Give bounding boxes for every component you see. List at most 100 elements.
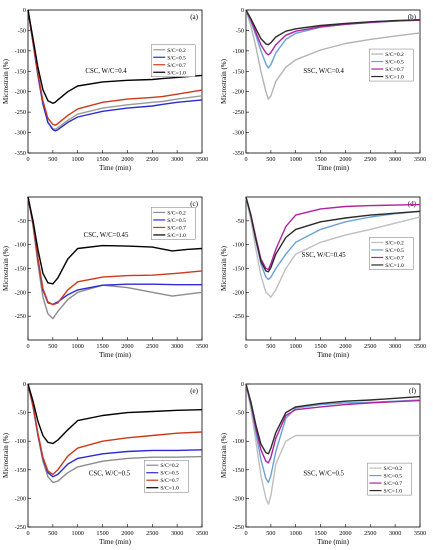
chart-annotation: CSC, W/C=0.4 bbox=[85, 68, 127, 75]
x-tick-label: 500 bbox=[266, 530, 275, 537]
series-line-S-C-0-2 bbox=[245, 383, 420, 505]
y-tick-label: -100 bbox=[233, 438, 244, 445]
plot-frame bbox=[27, 9, 203, 154]
legend-entry: S/C=0.2 bbox=[167, 210, 186, 216]
y-axis-title: Microstrain (%) bbox=[2, 432, 10, 478]
series-line-S-C-0-7 bbox=[27, 383, 203, 476]
x-axis-title: Time (min) bbox=[99, 538, 131, 546]
series-line-S-C-0-2 bbox=[245, 196, 421, 298]
x-tick-label: 500 bbox=[48, 343, 57, 350]
x-tick-label: 2500 bbox=[146, 530, 158, 537]
panel-label: (e) bbox=[190, 387, 198, 395]
x-tick-label: 0 bbox=[26, 156, 29, 163]
legend-entry: S/C=0.7 bbox=[385, 255, 404, 261]
panel-label: (d) bbox=[408, 200, 417, 208]
y-tick-label: -200 bbox=[15, 89, 26, 96]
x-tick-label: 2000 bbox=[339, 530, 351, 537]
legend-entry: S/C=1.0 bbox=[384, 489, 403, 495]
x-tick-label: 3500 bbox=[196, 530, 208, 537]
chart-annotation: CSC, W/C=0.5 bbox=[89, 471, 131, 478]
y-tick-label: 0 bbox=[23, 381, 26, 388]
y-tick-label: -150 bbox=[233, 467, 244, 474]
chart-panel-1: 0 500 1000 1500 2000 2500 3000 3500 0 -50 -100 -150… bbox=[2, 7, 208, 172]
plot-frame bbox=[245, 9, 421, 154]
y-tick-label: -100 bbox=[233, 242, 244, 249]
chart-annotation: SSC, W/C=0.5 bbox=[303, 471, 344, 478]
panel-label: (f) bbox=[409, 387, 417, 395]
y-tick-label: -250 bbox=[233, 109, 244, 116]
chart-panel-5: 0 500 1000 1500 2000 2500 3000 3500 0 -50 -100 -150… bbox=[2, 381, 208, 546]
legend-entry: S/C=1.0 bbox=[385, 75, 404, 81]
legend-entry: S/C=0.2 bbox=[385, 52, 404, 58]
legend-entry: S/C=1.0 bbox=[167, 70, 186, 76]
chart-annotation: CSC, W/C=0.45 bbox=[84, 232, 129, 239]
legend-entry: S/C=0.5 bbox=[385, 248, 404, 254]
legend-entry: S/C=1.0 bbox=[385, 263, 404, 269]
y-tick-label: -350 bbox=[15, 150, 26, 157]
y-tick-label: -250 bbox=[15, 313, 26, 320]
x-tick-label: 1000 bbox=[290, 156, 302, 163]
legend-entry: S/C=1.0 bbox=[167, 233, 186, 239]
x-tick-label: 3500 bbox=[414, 530, 426, 537]
legend: S/C=0.2 S/C=0.5S/C=0.7 S/C=1.0 bbox=[151, 207, 196, 240]
x-tick-label: 2500 bbox=[364, 343, 376, 350]
x-tick-label: 3000 bbox=[389, 156, 401, 163]
legend-entry: S/C=1.0 bbox=[160, 486, 179, 492]
x-tick-label: 0 bbox=[244, 156, 247, 163]
x-axis-title: Time (min) bbox=[317, 164, 349, 172]
x-tick-label: 0 bbox=[26, 530, 29, 537]
series-line-S-C-0-5 bbox=[245, 383, 421, 484]
y-tick-label: -350 bbox=[233, 150, 244, 157]
y-tick-label: -300 bbox=[233, 130, 244, 137]
x-tick-label: 0 bbox=[26, 343, 29, 350]
y-axis-title: Microstrain (%) bbox=[2, 245, 10, 291]
series-line-S-C-0-7 bbox=[27, 196, 203, 306]
y-axis-title: Microstrain (%) bbox=[220, 432, 228, 478]
y-axis-title: Microstrain (%) bbox=[220, 58, 228, 104]
chart-panel-2: 0 500 1000 1500 2000 2500 3000 3500 0 -50 -100 -150… bbox=[220, 7, 426, 172]
series-line-S-C-1-0 bbox=[27, 9, 203, 104]
x-tick-label: 2500 bbox=[146, 343, 158, 350]
y-tick-label: 0 bbox=[23, 7, 26, 14]
y-axis-title: Microstrain (%) bbox=[2, 58, 10, 104]
x-tick-label: 2000 bbox=[121, 156, 133, 163]
series-line-S-C-0-7 bbox=[27, 9, 203, 126]
x-tick-label: 1500 bbox=[96, 530, 108, 537]
y-axis-title: Microstrain (%) bbox=[220, 245, 228, 291]
x-tick-label: 1000 bbox=[290, 530, 302, 537]
y-tick-label: -150 bbox=[15, 68, 26, 75]
x-tick-label: 2000 bbox=[121, 530, 133, 537]
x-axis-title: Time (min) bbox=[99, 351, 131, 359]
legend-entry: S/C=0.5 bbox=[384, 474, 403, 480]
x-tick-label: 3500 bbox=[196, 156, 208, 163]
x-tick-label: 1000 bbox=[72, 156, 84, 163]
y-tick-label: -200 bbox=[15, 495, 26, 502]
y-tick-label: 0 bbox=[241, 7, 244, 14]
x-tick-label: 3000 bbox=[171, 530, 183, 537]
y-tick-label: -200 bbox=[233, 289, 244, 296]
x-axis-title: Time (min) bbox=[317, 351, 349, 359]
x-tick-label: 1500 bbox=[314, 343, 326, 350]
x-tick-label: 500 bbox=[48, 530, 57, 537]
legend: S/C=0.2 S/C=0.5S/C=0.7 S/C=1.0 bbox=[369, 48, 414, 82]
legend-entry: S/C=0.2 bbox=[385, 240, 404, 246]
x-tick-label: 3000 bbox=[171, 156, 183, 163]
x-tick-label: 2500 bbox=[364, 156, 376, 163]
y-tick-label: -100 bbox=[15, 242, 26, 249]
y-tick-label: -50 bbox=[236, 27, 244, 34]
legend-entry: S/C=0.5 bbox=[385, 60, 404, 66]
legend: S/C=0.2 S/C=0.5S/C=0.7 S/C=1.0 bbox=[367, 462, 412, 496]
x-tick-label: 1000 bbox=[290, 343, 302, 350]
series-line-S-C-1-0 bbox=[245, 196, 421, 273]
x-tick-label: 0 bbox=[244, 343, 247, 350]
plot-frame bbox=[27, 383, 203, 528]
legend-entry: S/C=0.5 bbox=[160, 471, 179, 477]
series-line-S-C-0-7 bbox=[245, 9, 421, 56]
series-line-S-C-0-2 bbox=[27, 196, 203, 320]
x-axis-title: Time (min) bbox=[317, 538, 349, 546]
y-tick-label: 0 bbox=[241, 381, 244, 388]
y-tick-label: -200 bbox=[233, 89, 244, 96]
x-tick-label: 2000 bbox=[121, 343, 133, 350]
x-tick-label: 500 bbox=[266, 343, 275, 350]
series-line-S-C-1-0 bbox=[27, 383, 203, 445]
